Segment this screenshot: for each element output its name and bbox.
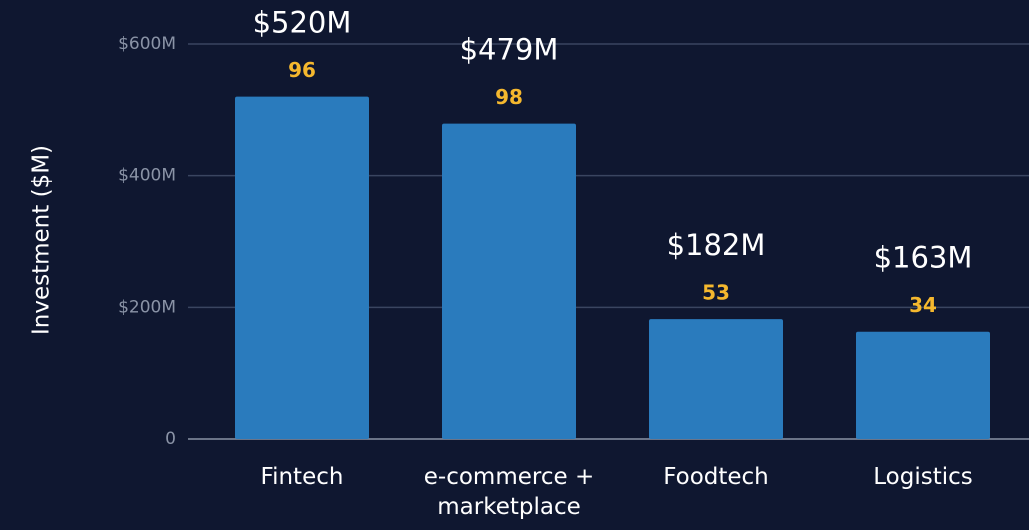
count-label: 98 xyxy=(495,85,523,109)
y-tick-label: 0 xyxy=(165,429,176,449)
bar xyxy=(442,123,576,440)
x-tick-label: Logistics xyxy=(873,464,973,490)
y-tick-label: $400M xyxy=(118,166,176,186)
value-label: $479M xyxy=(460,33,559,67)
x-tick-label: Fintech xyxy=(260,464,344,490)
count-label: 53 xyxy=(702,281,730,305)
x-tick-label: Foodtech xyxy=(663,464,769,490)
count-label: 96 xyxy=(288,58,316,82)
bar xyxy=(649,319,783,439)
y-tick-label: $200M xyxy=(118,297,176,317)
x-tick-label: e-commerce + marketplace xyxy=(423,464,595,520)
y-tick-label: $600M xyxy=(118,34,176,54)
value-label: $163M xyxy=(874,241,973,275)
y-axis-label: Investment ($M) xyxy=(29,145,55,335)
count-label: 34 xyxy=(909,293,937,317)
bar xyxy=(856,331,990,439)
bar xyxy=(235,96,369,440)
value-label: $520M xyxy=(253,6,352,40)
value-label: $182M xyxy=(667,228,766,262)
